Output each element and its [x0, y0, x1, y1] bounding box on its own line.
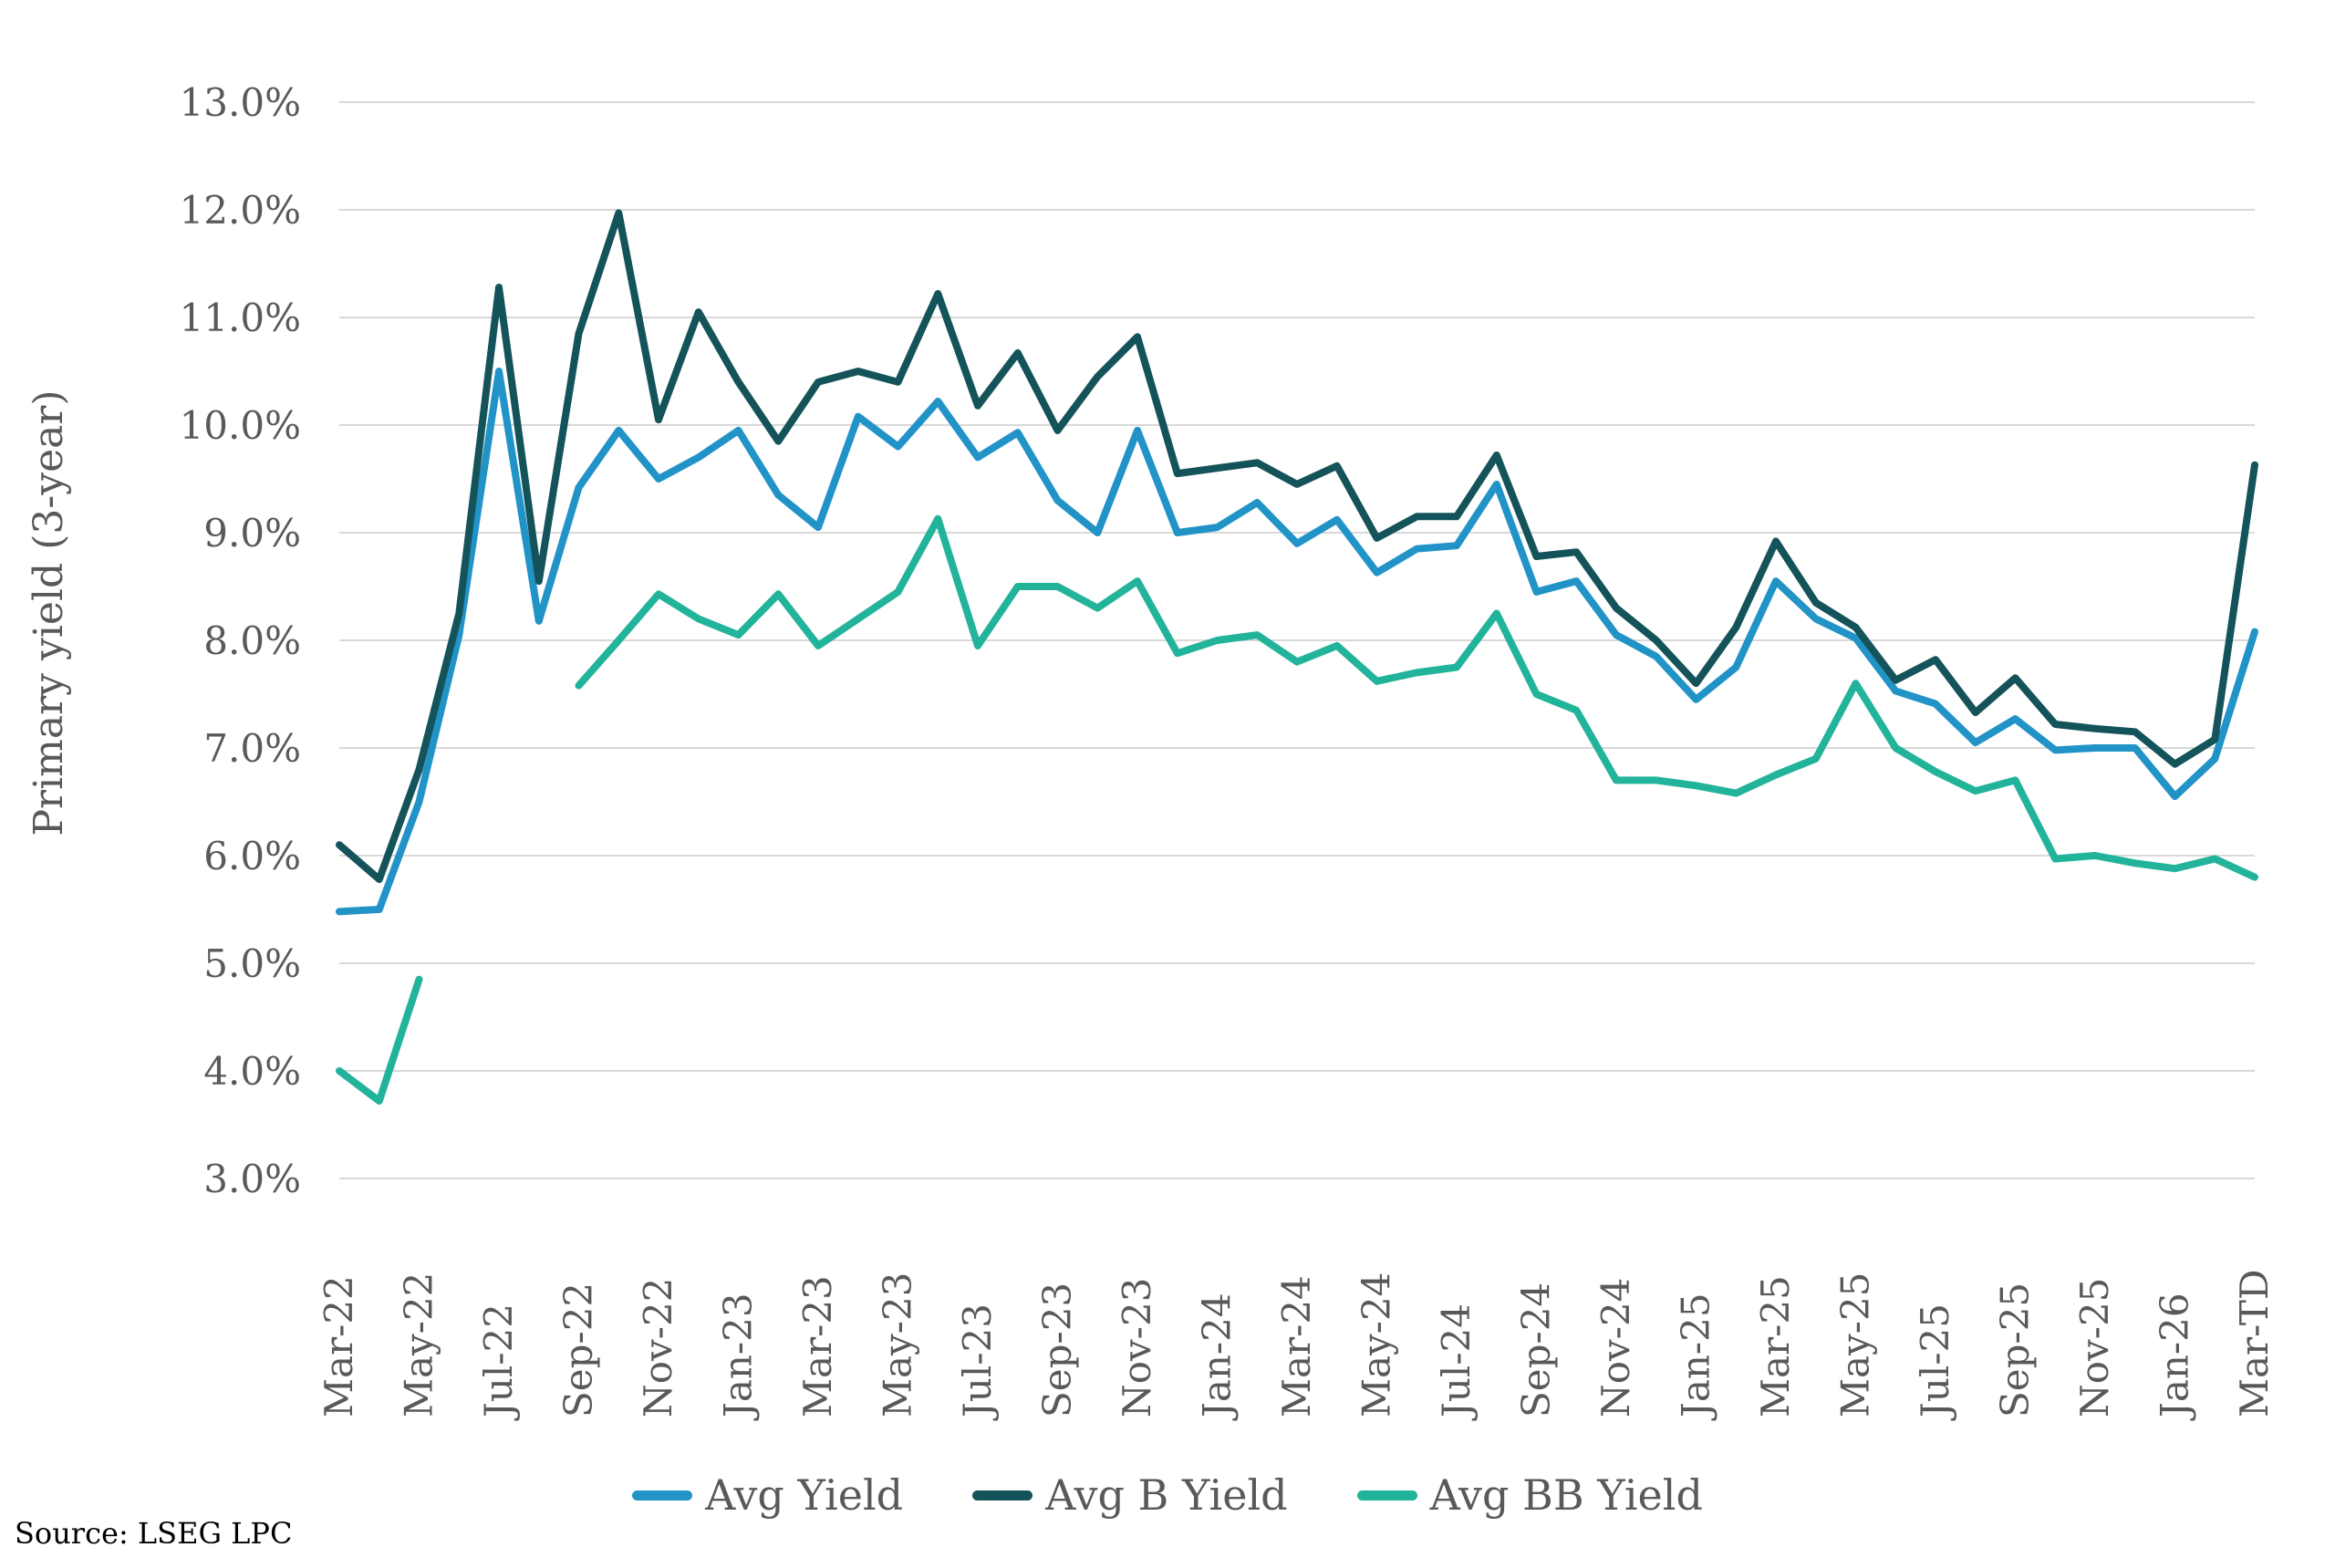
legend: Avg Yield Avg B Yield Avg BB Yield — [0, 1470, 2335, 1520]
x-tick-label: Sep-22 — [556, 1282, 601, 1417]
y-tick-label: 8.0% — [203, 618, 301, 663]
legend-label: Avg Yield — [705, 1470, 904, 1520]
x-tick-label: Mar-TD — [2232, 1269, 2277, 1417]
y-tick-label: 5.0% — [203, 941, 301, 986]
x-tick-label: Jan-25 — [1674, 1293, 1718, 1421]
x-tick-label: Jul-25 — [1913, 1303, 1957, 1421]
x-tick-label: May-25 — [1833, 1272, 1878, 1417]
avg-bb-yield-line-swatch-icon — [1356, 1490, 1417, 1501]
series-line-avg-yield — [336, 368, 2258, 916]
avg-yield-line-swatch-icon — [632, 1490, 693, 1501]
y-tick-label: 6.0% — [203, 834, 301, 878]
x-tick-label: May-24 — [1354, 1272, 1399, 1417]
x-tick-label: Mar-25 — [1753, 1275, 1798, 1417]
x-tick-label: Jul-24 — [1434, 1303, 1479, 1421]
legend-label: Avg B Yield — [1045, 1470, 1288, 1520]
source-note: Source: LSEG LPC — [15, 1516, 293, 1551]
legend-item-avg-bb-yield: Avg BB Yield — [1356, 1470, 1703, 1520]
legend-label: Avg BB Yield — [1429, 1470, 1703, 1520]
y-tick-label: 13.0% — [180, 80, 301, 125]
legend-item-avg-yield: Avg Yield — [632, 1470, 903, 1520]
x-tick-label: Jan-23 — [716, 1293, 761, 1421]
x-tick-label: Sep-24 — [1514, 1282, 1559, 1417]
x-tick-label: Nov-24 — [1593, 1278, 1638, 1417]
x-tick-label: Mar-24 — [1274, 1275, 1319, 1417]
x-tick-label: Mar-22 — [317, 1275, 361, 1417]
x-tick-label: Mar-23 — [795, 1275, 840, 1417]
x-tick-label: Jan-26 — [2153, 1293, 2197, 1421]
y-tick-label: 11.0% — [180, 296, 301, 340]
x-tick-label: Sep-23 — [1035, 1282, 1080, 1417]
legend-item-avg-b-yield: Avg B Yield — [972, 1470, 1288, 1520]
x-tick-label: Nov-25 — [2072, 1278, 2117, 1417]
x-tick-label: Nov-23 — [1115, 1278, 1159, 1417]
y-tick-label: 4.0% — [203, 1049, 301, 1094]
series-line-avg-bb-yield — [336, 514, 2258, 1105]
x-tick-label: Jul-23 — [955, 1303, 1000, 1421]
y-tick-label: 3.0% — [203, 1157, 301, 1201]
x-tick-label: May-22 — [397, 1272, 441, 1417]
x-tick-label: Nov-22 — [636, 1278, 680, 1417]
x-tick-label: Jan-24 — [1195, 1293, 1240, 1421]
series-line-avg-b-yield — [336, 209, 2258, 883]
x-tick-label: Sep-25 — [1993, 1282, 2038, 1417]
y-tick-label: 9.0% — [203, 511, 301, 556]
x-tick-label: May-23 — [876, 1272, 920, 1417]
avg-b-yield-line-swatch-icon — [972, 1490, 1033, 1501]
y-tick-label: 7.0% — [203, 726, 301, 771]
y-tick-label: 10.0% — [180, 403, 301, 448]
y-tick-label: 12.0% — [180, 188, 301, 233]
x-tick-label: Jul-22 — [476, 1303, 521, 1421]
